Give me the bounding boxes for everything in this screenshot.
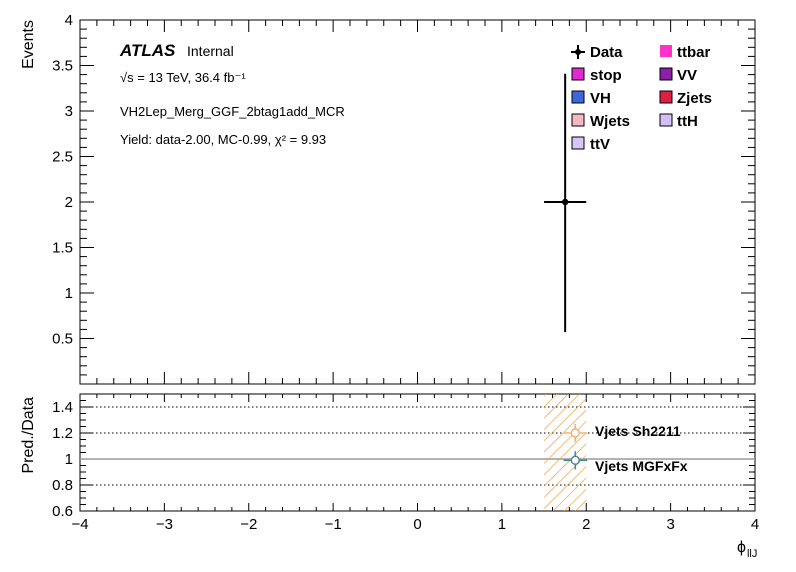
legend-ttbar: ttbar bbox=[660, 44, 710, 61]
ratio-y-tick-label: 1.4 bbox=[52, 399, 73, 416]
ratio-y-tick-label: 1.2 bbox=[52, 425, 73, 442]
legend-stop-swatch bbox=[571, 67, 585, 81]
main-y-tick-label: 0.5 bbox=[52, 331, 73, 348]
x-axis-title-symbol: ϕ bbox=[737, 539, 746, 556]
legend-vv-swatch bbox=[659, 67, 673, 81]
legend-vh-label: VH bbox=[590, 90, 611, 107]
x-tick-label: 4 bbox=[751, 516, 759, 533]
legend-ttbar-label: ttbar bbox=[677, 44, 710, 61]
legend-data-label: Data bbox=[590, 44, 623, 61]
x-axis-title: ϕllJ bbox=[737, 539, 757, 560]
x-tick-label: −2 bbox=[240, 516, 257, 533]
ratio-y-axis-title: Pred./Data bbox=[20, 397, 37, 474]
legend-ttv: ttV bbox=[571, 136, 610, 153]
main-y-tick-label: 3.5 bbox=[52, 58, 73, 75]
legend-tth: ttH bbox=[659, 113, 698, 130]
data-point-marker bbox=[561, 198, 569, 206]
legend-ttbar-swatch bbox=[660, 45, 672, 57]
ratio-series-label-mgfxfx: Vjets MGFxFx bbox=[595, 458, 688, 474]
legend-zjets-label: Zjets bbox=[677, 90, 712, 107]
legend-wjets-label: Wjets bbox=[590, 113, 630, 130]
atlas-label: ATLAS bbox=[119, 41, 176, 60]
x-tick-label: −3 bbox=[156, 516, 173, 533]
legend-vh: VH bbox=[571, 90, 611, 107]
legend-vh-swatch bbox=[571, 90, 585, 104]
main-y-tick-label: 1.5 bbox=[52, 240, 73, 257]
legend-wjets: Wjets bbox=[571, 113, 630, 130]
legend-data: Data bbox=[571, 44, 623, 61]
energy-label: √s = 13 TeV, 36.4 fb⁻¹ bbox=[120, 70, 246, 85]
legend-ttv-swatch bbox=[571, 136, 585, 150]
x-tick-label: 2 bbox=[582, 516, 590, 533]
x-tick-label: −1 bbox=[325, 516, 342, 533]
main-y-axis-title: Events bbox=[20, 20, 37, 69]
legend-zjets-swatch bbox=[659, 90, 673, 104]
legend-vv: VV bbox=[659, 67, 697, 84]
x-tick-label: −4 bbox=[71, 516, 88, 533]
region-label: VH2Lep_Merg_GGF_2btag1add_MCR bbox=[120, 104, 345, 119]
legend-vv-label: VV bbox=[677, 67, 697, 84]
main-y-tick-label: 4 bbox=[65, 12, 73, 29]
x-tick-label: 3 bbox=[666, 516, 674, 533]
x-tick-label: 1 bbox=[498, 516, 506, 533]
ratio-series-label-sh2211: Vjets Sh2211 bbox=[595, 423, 681, 439]
ratio-y-tick-label: 0.6 bbox=[52, 503, 73, 520]
main-y-tick-label: 2.5 bbox=[52, 149, 73, 166]
main-y-tick-label: 1 bbox=[65, 285, 73, 302]
ratio-point-sh2211-marker bbox=[570, 428, 581, 438]
ratio-y-tick-label: 0.8 bbox=[52, 477, 73, 494]
ratio-point-mgfxfx-marker bbox=[570, 455, 581, 466]
legend-tth-label: ttH bbox=[677, 113, 698, 130]
x-tick-label: 0 bbox=[413, 516, 421, 533]
legend-wjets-swatch bbox=[571, 113, 585, 127]
legend-data-marker-dot bbox=[575, 49, 581, 55]
legend-stop-label: stop bbox=[590, 67, 622, 84]
atlas-status-label: Internal bbox=[187, 43, 234, 59]
yield-label: Yield: data-2.00, MC-0.99, χ² = 9.93 bbox=[120, 132, 326, 147]
legend-tth-swatch bbox=[659, 113, 673, 127]
ratio-uncertainty-band bbox=[544, 394, 587, 511]
main-y-tick-label: 3 bbox=[65, 103, 73, 120]
ratio-y-tick-label: 1 bbox=[65, 451, 73, 468]
x-axis-title-subscript: llJ bbox=[747, 548, 757, 560]
legend-zjets: Zjets bbox=[659, 90, 712, 107]
ratio-plot-frame bbox=[79, 393, 756, 512]
legend-stop: stop bbox=[571, 67, 622, 84]
main-y-tick-label: 2 bbox=[65, 194, 73, 211]
legend-ttv-label: ttV bbox=[590, 136, 610, 153]
